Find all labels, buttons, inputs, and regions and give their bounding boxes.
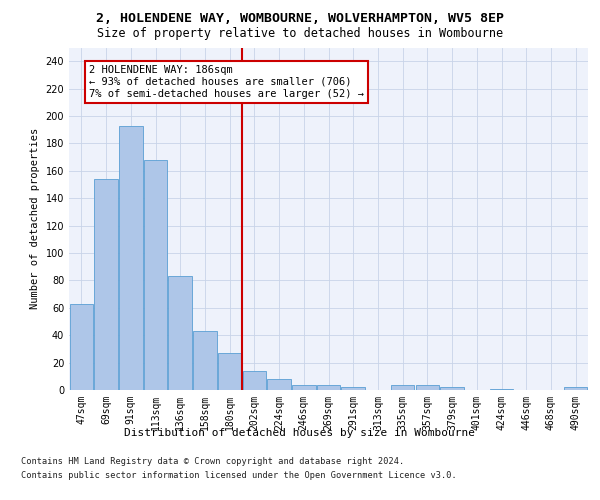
Bar — [440, 388, 464, 390]
Bar — [242, 371, 266, 390]
Bar — [193, 331, 217, 390]
Bar — [317, 384, 340, 390]
Text: 2, HOLENDENE WAY, WOMBOURNE, WOLVERHAMPTON, WV5 8EP: 2, HOLENDENE WAY, WOMBOURNE, WOLVERHAMPT… — [96, 12, 504, 26]
Bar — [391, 384, 415, 390]
Bar — [94, 179, 118, 390]
Bar — [341, 388, 365, 390]
Bar — [119, 126, 143, 390]
Bar — [490, 388, 513, 390]
Y-axis label: Number of detached properties: Number of detached properties — [30, 128, 40, 310]
Text: Contains public sector information licensed under the Open Government Licence v3: Contains public sector information licen… — [21, 471, 457, 480]
Bar — [218, 353, 241, 390]
Text: Distribution of detached houses by size in Wombourne: Distribution of detached houses by size … — [125, 428, 476, 438]
Bar — [70, 304, 93, 390]
Bar — [144, 160, 167, 390]
Text: Contains HM Land Registry data © Crown copyright and database right 2024.: Contains HM Land Registry data © Crown c… — [21, 457, 404, 466]
Bar — [169, 276, 192, 390]
Text: Size of property relative to detached houses in Wombourne: Size of property relative to detached ho… — [97, 28, 503, 40]
Bar — [292, 384, 316, 390]
Bar — [564, 388, 587, 390]
Text: 2 HOLENDENE WAY: 186sqm
← 93% of detached houses are smaller (706)
7% of semi-de: 2 HOLENDENE WAY: 186sqm ← 93% of detache… — [89, 66, 364, 98]
Bar — [416, 384, 439, 390]
Bar — [268, 379, 291, 390]
